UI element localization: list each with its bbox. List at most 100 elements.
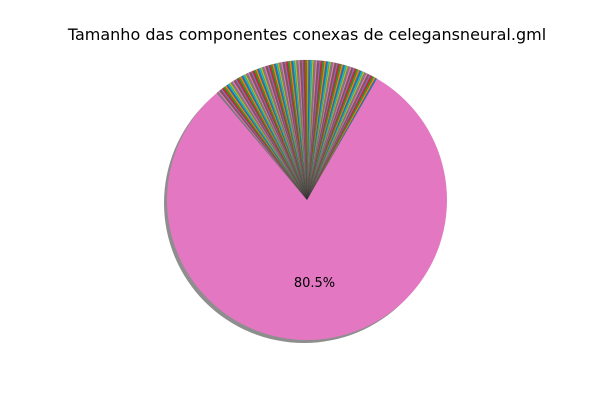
pie-slice-minor [261,66,308,201]
chart-title: Tamanho das componentes conexas de celeg… [67,25,546,44]
pie-slice-minor [306,76,376,201]
pie-slice-minor [263,66,308,201]
pie-slice-minor [237,76,308,201]
pie-slice-minor [304,59,308,201]
pie-slice-minor [217,90,308,201]
pie-slice-minor [306,69,360,201]
pie-slice-minor [306,60,320,201]
pie-slice-minor [306,62,335,201]
pie-slice-minor [221,87,308,201]
pie-slice-minor [306,61,334,201]
pie-slice-minor [303,59,308,201]
pie-slice-minor [306,59,316,201]
pie-slice-minor [266,65,308,201]
pie-slice-minor [255,68,308,201]
pie-slice-minor [306,60,321,201]
pie-slice-minor [278,62,308,201]
pie-slice-minor [296,60,308,201]
pie-slice-minor [306,60,327,201]
pie-slice-minor [299,59,308,201]
pie-slice-minor [242,74,308,201]
pie-slice-minor [234,78,308,201]
pie-slice-minor [297,59,308,201]
pie-slice-minor [256,68,308,201]
pie-slice-minor [219,89,308,201]
pie-slice-minor [306,65,351,201]
pie-slice-minor [247,72,308,201]
pie-slice-minor [306,61,330,201]
pie-slice-minor [282,61,308,201]
pie-slice-minor [306,61,332,201]
pie-slice-minor [292,60,308,201]
pie-slice-minor [287,60,308,201]
pie-slice-minor [220,88,308,201]
pie-slice-minor [283,61,308,201]
pie-slice-minor [240,75,308,201]
pie-slice-minor [273,63,308,201]
pie-slice-minor [290,60,308,201]
pie-slice-minor [306,74,372,201]
pie-slice-minor [306,67,354,201]
pie-slice-minor [306,64,344,201]
pie-slice-minor [224,85,308,201]
pie-slice-minor [306,70,364,201]
pie-slice-minor [306,70,362,201]
pie-slice-minor [306,77,378,201]
pie-slice-minor [306,59,313,201]
pie-slice-minor [306,68,357,201]
pie-slice-minor [306,75,373,201]
pie-slice-minor [306,61,328,201]
pie-slice-minor [306,60,318,201]
pie-slice-minor [306,60,323,201]
pie-slice-minor [239,76,308,201]
pie-slice-minor [277,62,308,201]
pie-slice-minor [306,68,359,201]
pie-slice-minor [231,80,308,201]
pie-slices [167,59,448,341]
pie-slice-minor [306,73,370,201]
pie-slice-minor [270,64,308,201]
pie-slice-minor [306,62,337,201]
pie-slice-minor [227,83,308,201]
pie-slice-minor [245,73,308,201]
pie-slice-minor [216,91,308,201]
pie-slice-minor [236,77,308,201]
pie-slice-minor [306,60,325,201]
pie-slice-minor [248,71,308,201]
pie-slice-minor [233,79,308,201]
pie-slice-minor [306,59,314,201]
pie-slice-minor [306,63,340,201]
pie-slice-minor [280,61,308,201]
pie-slice-minor [268,64,308,201]
pie-slice-minor [260,67,308,201]
pie-slice-minor [301,59,308,201]
pie-slice-minor [306,59,309,201]
pie-slice-minor [252,70,308,201]
pie-slice-minor [226,84,308,201]
pie-slice-major [167,78,448,341]
pie-slice-minor [244,73,308,201]
pie-slice-minor [258,67,308,201]
pie-slice-minor [289,60,308,201]
pie-slice-minor [223,86,308,201]
pie-slice-minor [306,62,339,201]
pie-slice-minor [306,63,342,201]
major-slice-percent-label: 80.5% [294,276,335,291]
pie-slice-minor [306,64,346,201]
pie-slice-minor [306,71,365,201]
pie-slice-minor [306,67,356,201]
pie-slice-minor [306,72,368,201]
pie-slice-minor [306,64,347,201]
pie-slice-minor [306,72,367,201]
pie-slice-minor [294,60,308,201]
pie-slice-minor [275,62,308,201]
pie-slice-minor [230,81,308,201]
pie-slice-minor [271,63,308,201]
pie-slice-minor [306,59,311,201]
pie-slice-minor [228,82,308,201]
pie-slice-minor [250,70,308,201]
pie-slice-minor [306,65,349,201]
pie-slice-minor [265,65,308,201]
